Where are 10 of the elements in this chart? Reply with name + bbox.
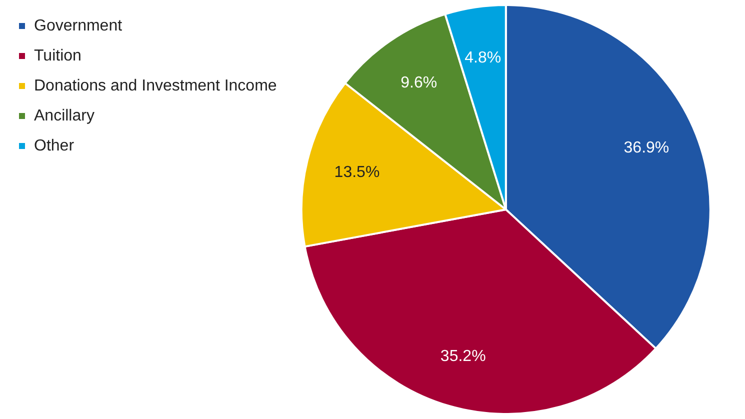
data-label: 4.8% [464, 49, 502, 66]
legend-label: Other [34, 137, 75, 154]
legend-label: Donations and Investment Income [34, 77, 277, 94]
data-label: 13.5% [334, 164, 380, 182]
data-label: 36.9% [624, 140, 670, 157]
legend-label: Tuition [34, 47, 82, 64]
legend-label: Ancillary [34, 107, 94, 124]
legend-label: Government [34, 17, 123, 34]
data-label: 35.2% [440, 348, 486, 366]
data-label: 9.6% [400, 74, 438, 92]
